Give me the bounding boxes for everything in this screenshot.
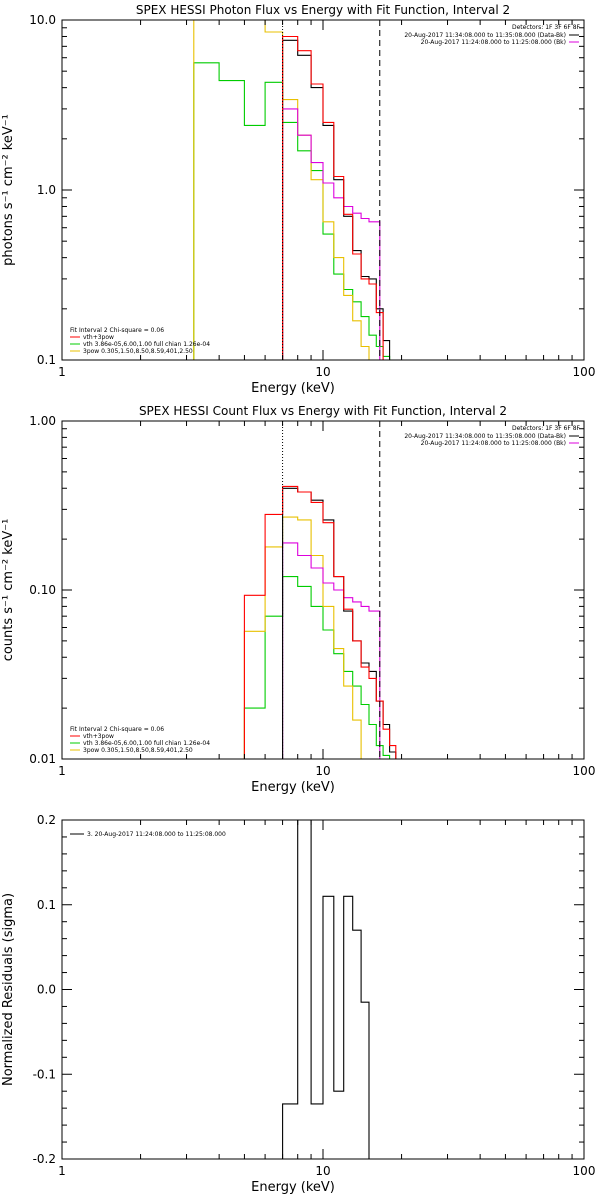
legend-entry: vth+3pow (83, 733, 114, 740)
y-tick-label: 10.0 (29, 13, 56, 27)
series-group (282, 820, 370, 1159)
y-tick-label: 1.00 (29, 414, 56, 428)
x-axis-label: Energy (keV) (251, 1180, 335, 1195)
x-tick-label: 100 (573, 365, 596, 379)
x-tick-label: 10 (315, 764, 330, 778)
x-tick-label: 1 (58, 1164, 66, 1178)
y-tick-label: 0.01 (29, 752, 56, 766)
x-tick-label: 10 (315, 1164, 330, 1178)
chart-resid: 1 10 100 -0.2 -0.1 0.0 0.1 0.2 Energy (keV) Norma… (1, 813, 596, 1195)
x-tick-label: 100 (573, 764, 596, 778)
y-tick-label: -0.2 (33, 1152, 56, 1166)
series-group (193, 20, 391, 360)
chart-title: SPEX HESSI Photon Flux vs Energy with Fi… (136, 3, 510, 17)
x-tick-label: 1 (58, 365, 66, 379)
series-line (282, 820, 370, 1159)
y-axis-label: Normalized Residuals (sigma) (1, 893, 16, 1086)
chart-photon: SPEX HESSI Photon Flux vs Energy with Fi… (1, 3, 596, 396)
series-line (282, 487, 397, 759)
y-axis-label: counts s⁻¹ cm⁻² keV⁻¹ (1, 519, 16, 662)
y-tick-label: 0.10 (29, 583, 56, 597)
series-line (193, 20, 377, 360)
y-tick-label: 0.0 (37, 983, 56, 997)
y-tick-label: 0.1 (37, 353, 56, 367)
x-tick-label: 1 (58, 764, 66, 778)
series-line (282, 35, 384, 360)
series-line (243, 516, 362, 759)
y-tick-label: 0.1 (37, 898, 56, 912)
legend-header: Fit Interval 2 Chi-square = 0.06 (70, 327, 164, 334)
detectors-label: Detectors: 1F 3F 6F 8F (512, 425, 581, 432)
series-line (243, 485, 403, 759)
y-tick-label: 0.2 (37, 813, 56, 827)
legend-header: Fit Interval 2 Chi-square = 0.06 (70, 726, 164, 733)
series-line (193, 62, 391, 360)
x-tick-label: 10 (315, 365, 330, 379)
chart-title: SPEX HESSI Count Flux vs Energy with Fit… (139, 404, 507, 418)
detectors-label: Detectors: 1F 3F 6F 8F (512, 24, 581, 31)
y-tick-label: 1.0 (37, 183, 56, 197)
x-tick-label: 100 (573, 1164, 596, 1178)
y-axis-label: photons s⁻¹ cm⁻² keV⁻¹ (1, 114, 16, 266)
legend-entry: 3pow 0.305,1.50,8.50,8.59,401,2.50 (83, 747, 193, 754)
legend-entry: vth 3.86e-05,6.00,1.00 full chian 1.26e-… (83, 341, 210, 348)
chart-count: SPEX HESSI Count Flux vs Energy with Fit… (1, 404, 596, 795)
time-interval-label: 20-Aug-2017 11:34:08.000 to 11:35:08.000… (404, 433, 566, 440)
x-axis-label: Energy (keV) (251, 381, 335, 396)
legend-entry: 3pow 0.305,1.50,8.50,8.59,401,2.50 (83, 348, 193, 355)
y-tick-label: -0.1 (33, 1067, 56, 1081)
time-interval-label: 20-Aug-2017 11:24:08.000 to 11:25:08.000… (421, 440, 566, 447)
series-line (282, 39, 391, 360)
series-group (243, 485, 403, 759)
legend-entry: 3. 20-Aug-2017 11:24:08.000 to 11:25:08.… (87, 831, 226, 838)
x-axis-label: Energy (keV) (251, 780, 335, 795)
time-interval-label: 20-Aug-2017 11:24:08.000 to 11:25:08.000… (421, 39, 566, 46)
legend-entry: vth 3.86e-05,6.00,1.00 full chian 1.26e-… (83, 740, 210, 747)
legend-entry: vth+3pow (83, 334, 114, 341)
time-interval-label: 20-Aug-2017 11:34:08.000 to 11:35:08.000… (404, 32, 566, 39)
series-line (282, 542, 381, 759)
series-line (282, 108, 381, 360)
